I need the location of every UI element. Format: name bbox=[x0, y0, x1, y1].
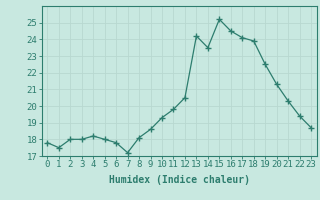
X-axis label: Humidex (Indice chaleur): Humidex (Indice chaleur) bbox=[109, 175, 250, 185]
